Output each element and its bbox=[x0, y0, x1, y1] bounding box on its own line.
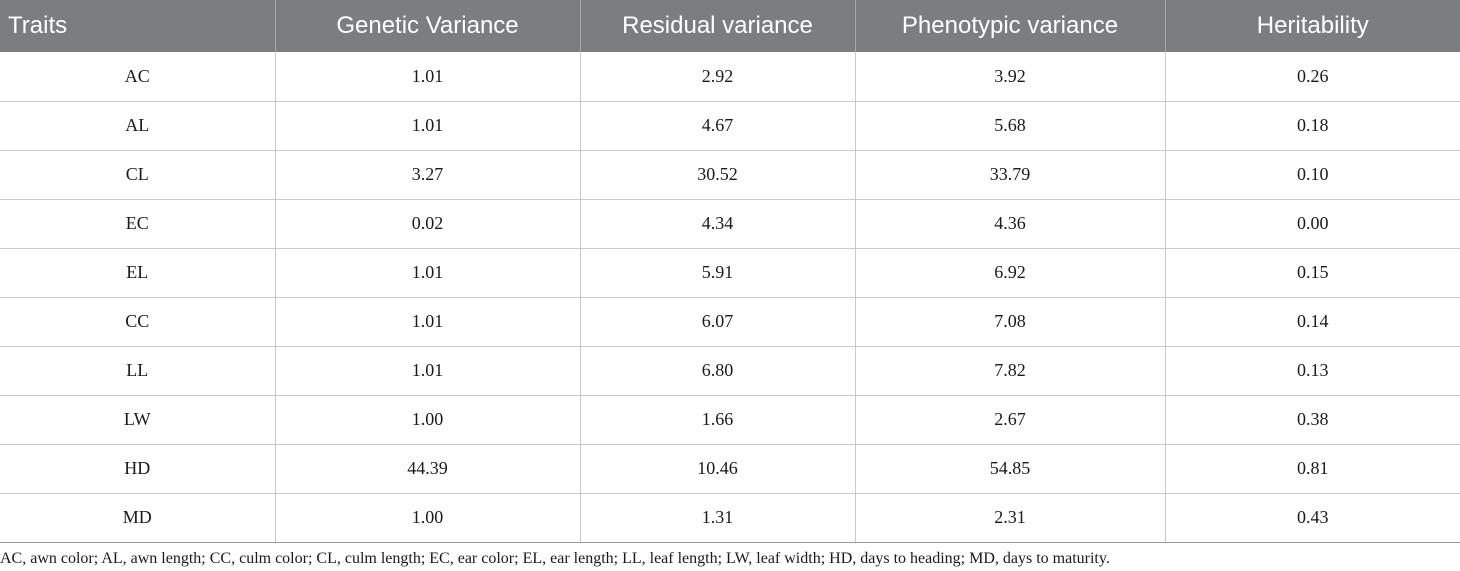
cell-trait: LW bbox=[0, 395, 275, 445]
table-row: AL 1.01 4.67 5.68 0.18 bbox=[0, 101, 1460, 151]
cell-heritability: 0.00 bbox=[1164, 199, 1460, 249]
cell-trait: HD bbox=[0, 444, 275, 494]
cell-genetic-variance: 1.00 bbox=[274, 395, 580, 445]
cell-phenotypic-variance: 6.92 bbox=[854, 248, 1165, 298]
cell-heritability: 0.14 bbox=[1164, 297, 1460, 347]
cell-residual-variance: 1.66 bbox=[579, 395, 855, 445]
variance-table-container: Traits Genetic Variance Residual varianc… bbox=[0, 0, 1460, 543]
table-row: AC 1.01 2.92 3.92 0.26 bbox=[0, 52, 1460, 102]
cell-residual-variance: 6.80 bbox=[579, 346, 855, 396]
header-traits: Traits bbox=[8, 12, 68, 39]
cell-phenotypic-variance: 7.82 bbox=[854, 346, 1165, 396]
cell-trait: EC bbox=[0, 199, 275, 249]
cell-phenotypic-variance: 5.68 bbox=[854, 101, 1165, 151]
cell-heritability: 0.81 bbox=[1164, 444, 1460, 494]
cell-heritability: 0.18 bbox=[1164, 101, 1460, 151]
cell-genetic-variance: 0.02 bbox=[274, 199, 580, 249]
header-heritability: Heritability bbox=[1164, 0, 1460, 52]
cell-genetic-variance: 3.27 bbox=[274, 150, 580, 200]
cell-trait: MD bbox=[0, 493, 275, 543]
cell-heritability: 0.15 bbox=[1164, 248, 1460, 298]
table-row: MD 1.00 1.31 2.31 0.43 bbox=[0, 493, 1460, 543]
table-header: Traits Genetic Variance Residual varianc… bbox=[0, 0, 1460, 52]
cell-genetic-variance: 44.39 bbox=[274, 444, 580, 494]
cell-genetic-variance: 1.00 bbox=[274, 493, 580, 543]
cell-residual-variance: 4.67 bbox=[579, 101, 855, 151]
table-row: CC 1.01 6.07 7.08 0.14 bbox=[0, 297, 1460, 347]
table-footnote: AC, awn color; AL, awn length; CC, culm … bbox=[0, 550, 1110, 567]
cell-phenotypic-variance: 7.08 bbox=[854, 297, 1165, 347]
header-genetic-variance: Genetic Variance bbox=[274, 0, 580, 52]
cell-trait: EL bbox=[0, 248, 275, 298]
cell-trait: LL bbox=[0, 346, 275, 396]
cell-residual-variance: 6.07 bbox=[579, 297, 855, 347]
table-row: LL 1.01 6.80 7.82 0.13 bbox=[0, 346, 1460, 396]
cell-genetic-variance: 1.01 bbox=[274, 248, 580, 298]
cell-phenotypic-variance: 54.85 bbox=[854, 444, 1165, 494]
variance-table: Traits Genetic Variance Residual varianc… bbox=[0, 0, 1460, 543]
table-row: CL 3.27 30.52 33.79 0.10 bbox=[0, 150, 1460, 200]
cell-genetic-variance: 1.01 bbox=[274, 52, 580, 102]
cell-trait: CC bbox=[0, 297, 275, 347]
cell-residual-variance: 1.31 bbox=[579, 493, 855, 543]
table-row: HD 44.39 10.46 54.85 0.81 bbox=[0, 444, 1460, 494]
header-phenotypic-variance: Phenotypic variance bbox=[854, 0, 1165, 52]
table-body: AC 1.01 2.92 3.92 0.26 AL 1.01 4.67 5.68… bbox=[0, 52, 1460, 543]
cell-residual-variance: 4.34 bbox=[579, 199, 855, 249]
cell-genetic-variance: 1.01 bbox=[274, 101, 580, 151]
cell-phenotypic-variance: 33.79 bbox=[854, 150, 1165, 200]
table-row: EL 1.01 5.91 6.92 0.15 bbox=[0, 248, 1460, 298]
cell-trait: AC bbox=[0, 52, 275, 102]
cell-trait: AL bbox=[0, 101, 275, 151]
table-row: EC 0.02 4.34 4.36 0.00 bbox=[0, 199, 1460, 249]
cell-heritability: 0.10 bbox=[1164, 150, 1460, 200]
cell-trait: CL bbox=[0, 150, 275, 200]
header-residual-variance: Residual variance bbox=[579, 0, 855, 52]
cell-residual-variance: 30.52 bbox=[579, 150, 855, 200]
cell-heritability: 0.13 bbox=[1164, 346, 1460, 396]
cell-heritability: 0.43 bbox=[1164, 493, 1460, 543]
cell-genetic-variance: 1.01 bbox=[274, 346, 580, 396]
cell-genetic-variance: 1.01 bbox=[274, 297, 580, 347]
cell-phenotypic-variance: 3.92 bbox=[854, 52, 1165, 102]
cell-phenotypic-variance: 4.36 bbox=[854, 199, 1165, 249]
cell-residual-variance: 5.91 bbox=[579, 248, 855, 298]
cell-phenotypic-variance: 2.31 bbox=[854, 493, 1165, 543]
header-row: Traits Genetic Variance Residual varianc… bbox=[0, 0, 1460, 52]
table-row: LW 1.00 1.66 2.67 0.38 bbox=[0, 395, 1460, 445]
cell-heritability: 0.26 bbox=[1164, 52, 1460, 102]
cell-heritability: 0.38 bbox=[1164, 395, 1460, 445]
cell-residual-variance: 10.46 bbox=[579, 444, 855, 494]
cell-phenotypic-variance: 2.67 bbox=[854, 395, 1165, 445]
cell-residual-variance: 2.92 bbox=[579, 52, 855, 102]
